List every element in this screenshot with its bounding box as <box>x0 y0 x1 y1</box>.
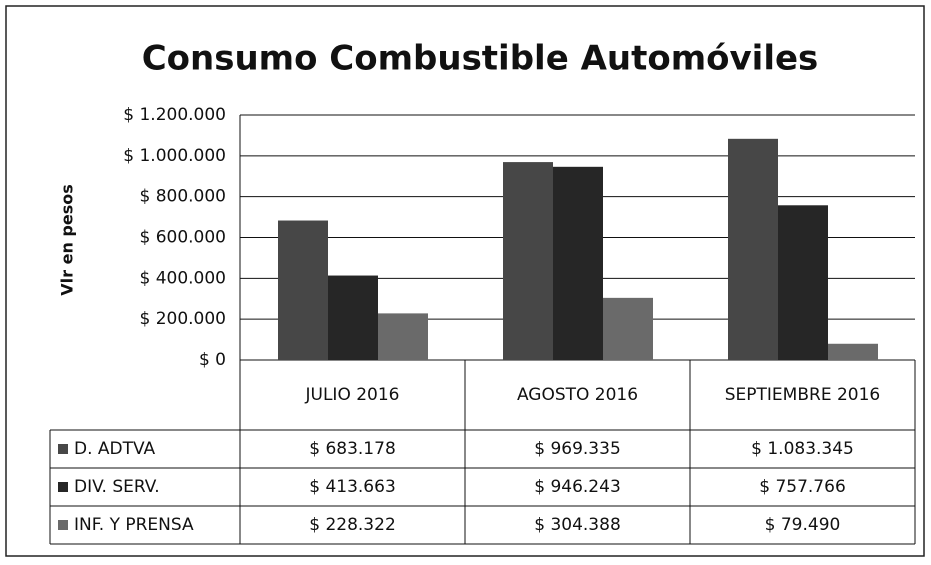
value-label: $ 79.490 <box>765 515 841 535</box>
y-tick-label: $ 800.000 <box>139 187 226 207</box>
category-cell: SEPTIEMBRE 2016 <box>724 385 881 405</box>
legend-key <box>58 520 68 530</box>
bar <box>553 166 603 360</box>
bar <box>778 205 828 360</box>
value-label: $ 683.178 <box>309 439 396 459</box>
bar <box>328 275 378 360</box>
legend-label: INF. Y PRENSA <box>74 515 194 535</box>
y-tick-label: $ 600.000 <box>139 228 226 248</box>
category-cell: JULIO 2016 <box>305 385 400 405</box>
x-tick-label: AGOSTO 2016 <box>516 385 639 405</box>
bar <box>603 297 653 360</box>
value-label: $ 969.335 <box>534 439 621 459</box>
legend-label: DIV. SERV. <box>74 477 160 497</box>
value-label: $ 757.766 <box>759 477 846 497</box>
value-label: $ 304.388 <box>534 515 621 535</box>
value-label: $ 413.663 <box>309 477 396 497</box>
y-tick-label: $ 400.000 <box>139 268 226 288</box>
value-label: $ 946.243 <box>534 477 621 497</box>
x-tick-label: SEPTIEMBRE 2016 <box>724 385 881 405</box>
chart-title: Consumo Combustible Automóviles <box>142 39 819 79</box>
category-cell: AGOSTO 2016 <box>516 385 639 405</box>
legend-key <box>58 444 68 454</box>
bar <box>378 313 428 360</box>
value-label: $ 1.083.345 <box>751 439 854 459</box>
y-axis-label: Vlr en pesos <box>58 184 77 295</box>
legend-key <box>58 482 68 492</box>
y-tick-label: $ 1.000.000 <box>123 146 226 166</box>
y-tick-label: $ 200.000 <box>139 309 226 329</box>
legend-label: D. ADTVA <box>74 439 156 459</box>
bar <box>828 343 878 360</box>
bar <box>503 162 553 360</box>
bar <box>728 138 778 360</box>
x-tick-label: JULIO 2016 <box>305 385 400 405</box>
bar <box>278 220 328 360</box>
y-tick-label: $ 1.200.000 <box>123 105 226 125</box>
y-tick-label: $ 0 <box>199 350 226 370</box>
value-label: $ 228.322 <box>309 515 396 535</box>
